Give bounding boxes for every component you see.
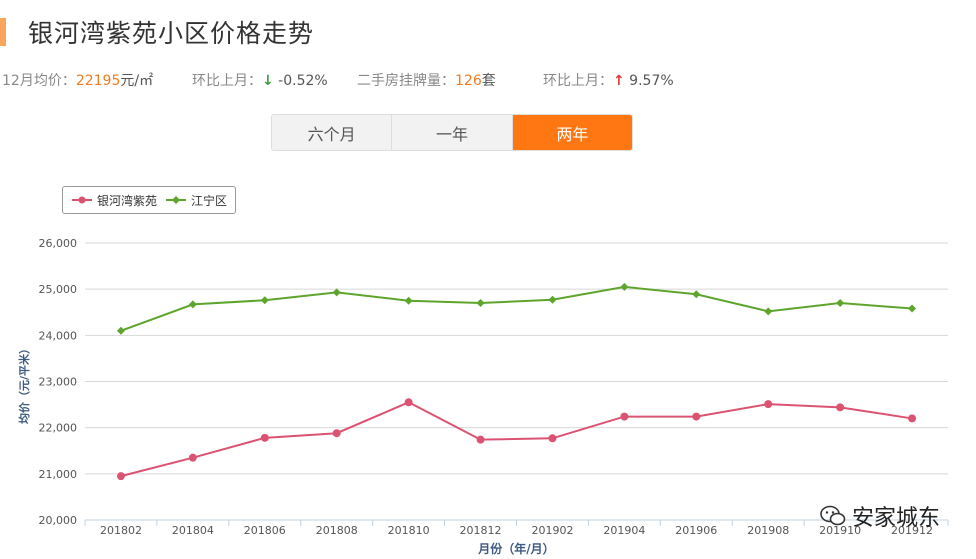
arrow-up-icon: ↑ bbox=[613, 73, 625, 89]
series2-point[interactable] bbox=[620, 282, 629, 291]
watermark: 安家城东 bbox=[820, 500, 940, 532]
y-tick-label: 23,000 bbox=[39, 376, 78, 389]
series1-point[interactable] bbox=[404, 398, 413, 407]
period-tabs: 六个月 一年 两年 bbox=[271, 114, 633, 151]
legend-item-series1[interactable]: 银河湾紫苑 bbox=[71, 192, 157, 209]
x-tick-label: 201808 bbox=[316, 524, 358, 537]
avg-price-label: 12月均价： bbox=[2, 73, 76, 89]
mom-price-stat: 环比上月：↓ -0.52% bbox=[192, 70, 357, 90]
tab-one-year[interactable]: 一年 bbox=[392, 115, 513, 150]
listing-unit: 套 bbox=[481, 73, 496, 89]
x-tick-label: 201906 bbox=[675, 524, 717, 537]
series1-point[interactable] bbox=[332, 429, 341, 438]
y-tick-label: 25,000 bbox=[39, 283, 78, 296]
page-title: 银河湾紫苑小区价格走势 bbox=[28, 19, 315, 48]
legend-item-series2[interactable]: 江宁区 bbox=[165, 192, 227, 209]
x-tick-label: 201812 bbox=[460, 524, 502, 537]
mom-price-value: -0.52% bbox=[273, 73, 328, 89]
series2-point[interactable] bbox=[692, 290, 701, 299]
series2-point[interactable] bbox=[116, 326, 125, 335]
x-tick-label: 201902 bbox=[531, 524, 573, 537]
series1-point[interactable] bbox=[908, 414, 917, 423]
x-tick-label: 201910 bbox=[819, 524, 861, 537]
avg-price-value: 22195 bbox=[75, 73, 121, 89]
x-tick-label: 201810 bbox=[388, 524, 430, 537]
series-line-2 bbox=[120, 285, 913, 332]
y-tick-label: 21,000 bbox=[39, 468, 78, 481]
series1-point[interactable] bbox=[188, 453, 197, 462]
series2-point[interactable] bbox=[836, 299, 845, 308]
series2-point[interactable] bbox=[476, 299, 485, 308]
series1-point[interactable] bbox=[764, 400, 773, 409]
mom-listing-stat: 环比上月：↑ 9.57% bbox=[543, 70, 674, 90]
y-tick-label: 22,000 bbox=[39, 422, 78, 435]
listing-label: 二手房挂牌量： bbox=[357, 73, 455, 89]
mom-listing-label: 环比上月： bbox=[543, 73, 613, 89]
legend-circle-marker-icon bbox=[72, 196, 92, 204]
x-tick-label: 201908 bbox=[747, 524, 789, 537]
legend-label-series1: 银河湾紫苑 bbox=[97, 193, 158, 208]
x-tick-label: 201806 bbox=[244, 524, 286, 537]
series1-point[interactable] bbox=[620, 412, 629, 421]
mom-price-label: 环比上月： bbox=[192, 73, 262, 89]
series2-point[interactable] bbox=[188, 300, 197, 309]
y-tick-label: 20,000 bbox=[39, 514, 78, 527]
x-tick-label: 201802 bbox=[100, 524, 142, 537]
tab-two-years[interactable]: 两年 bbox=[512, 115, 632, 150]
series2-point[interactable] bbox=[908, 304, 917, 313]
series1-point[interactable] bbox=[836, 403, 845, 412]
x-tick-label: 201912 bbox=[891, 524, 933, 537]
tab-six-months[interactable]: 六个月 bbox=[272, 115, 393, 150]
series1-point[interactable] bbox=[692, 412, 701, 421]
series1-point[interactable] bbox=[476, 435, 485, 444]
x-axis-title: 月份（年/月） bbox=[477, 541, 554, 556]
legend-diamond-marker-icon bbox=[166, 196, 187, 204]
series2-point[interactable] bbox=[260, 296, 269, 305]
series1-point[interactable] bbox=[116, 472, 125, 481]
legend-label-series2: 江宁区 bbox=[191, 193, 228, 208]
series2-point[interactable] bbox=[548, 295, 557, 304]
chart-legend: 银河湾紫苑 江宁区 bbox=[62, 186, 237, 214]
stats-row: 12月均价：22195元/㎡ 环比上月：↓ -0.52% 二手房挂牌量：126套… bbox=[2, 70, 674, 90]
series1-point[interactable] bbox=[548, 434, 557, 443]
series-line-1 bbox=[120, 401, 913, 478]
title-bar: 银河湾紫苑小区价格走势 bbox=[0, 14, 314, 50]
series2-point[interactable] bbox=[332, 288, 341, 297]
x-tick-label: 201904 bbox=[603, 524, 645, 537]
y-tick-label: 24,000 bbox=[39, 329, 78, 342]
series2-point[interactable] bbox=[764, 307, 773, 316]
listing-stat: 二手房挂牌量：126套 bbox=[357, 70, 543, 90]
series2-point[interactable] bbox=[404, 296, 413, 305]
x-tick-label: 201804 bbox=[172, 524, 214, 537]
series1-point[interactable] bbox=[260, 433, 269, 442]
listing-value: 126 bbox=[455, 73, 482, 89]
title-accent bbox=[0, 18, 6, 46]
watermark-text: 安家城东 bbox=[852, 506, 941, 531]
y-axis-title: 均价（元/平米） bbox=[17, 343, 31, 424]
wechat-icon bbox=[820, 505, 846, 526]
avg-price-stat: 12月均价：22195元/㎡ bbox=[2, 70, 192, 90]
avg-price-unit: 元/㎡ bbox=[120, 73, 154, 89]
mom-listing-value: 9.57% bbox=[624, 73, 674, 89]
arrow-down-icon: ↓ bbox=[262, 73, 274, 89]
y-tick-label: 26,000 bbox=[39, 237, 78, 250]
